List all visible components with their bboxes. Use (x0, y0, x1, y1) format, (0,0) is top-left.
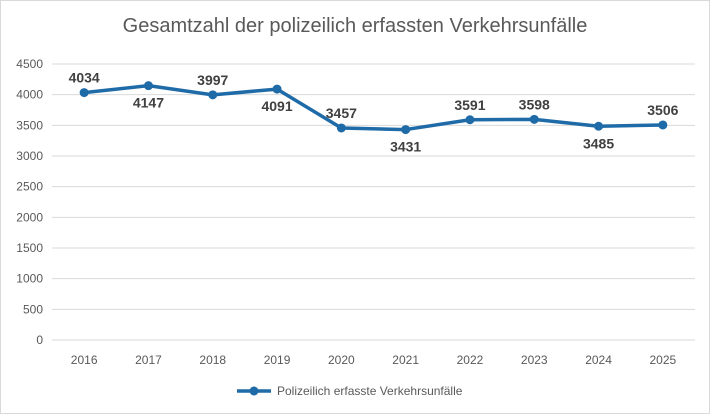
y-tick-label: 1000 (16, 272, 43, 286)
y-tick-label: 4500 (16, 57, 43, 71)
x-tick-label: 2018 (199, 353, 226, 367)
data-label: 3591 (454, 97, 485, 113)
y-tick-label: 4000 (16, 88, 43, 102)
data-label: 3598 (519, 96, 550, 112)
data-point (529, 114, 539, 124)
data-points (79, 81, 668, 135)
series-line (82, 83, 665, 132)
data-label: 3485 (583, 135, 614, 151)
legend-label: Polizeilich erfasste Verkehrsunfälle (277, 384, 463, 398)
data-point (208, 90, 218, 100)
data-label: 3997 (197, 72, 228, 88)
y-tick-label: 500 (23, 302, 43, 316)
x-axis-ticks: 2016 2017 2018 2019 2020 2021 2022 2023 2024 2025 (71, 353, 677, 367)
data-label: 3431 (390, 139, 421, 155)
x-tick-label: 2022 (457, 353, 484, 367)
data-point (272, 84, 282, 94)
y-tick-label: 2000 (16, 210, 43, 224)
gridlines (52, 63, 695, 341)
x-tick-label: 2019 (264, 353, 291, 367)
data-point (79, 88, 89, 98)
x-tick-label: 2016 (71, 353, 98, 367)
legend: Polizeilich erfasste Verkehrsunfälle (237, 384, 463, 398)
y-tick-label: 0 (36, 333, 43, 347)
series-line-path (82, 83, 665, 132)
y-tick-label: 1500 (16, 241, 43, 255)
data-label: 3457 (326, 105, 357, 121)
data-point (143, 81, 153, 91)
chart-title: Gesamtzahl der polizeilich erfassten Ver… (122, 15, 588, 37)
data-label: 4147 (133, 95, 164, 111)
x-tick-label: 2017 (135, 353, 162, 367)
data-labels: 4034 4147 3997 4091 3457 3431 3591 3598 3485 3506 (69, 70, 679, 155)
data-point (594, 121, 604, 131)
data-label: 4091 (261, 98, 292, 114)
x-tick-label: 2021 (392, 353, 419, 367)
x-tick-label: 2025 (649, 353, 676, 367)
x-tick-label: 2024 (585, 353, 612, 367)
y-tick-label: 3500 (16, 118, 43, 132)
data-label: 4034 (69, 70, 100, 86)
data-point (658, 120, 668, 130)
data-point (336, 123, 346, 133)
y-tick-label: 2500 (16, 180, 43, 194)
data-point (465, 115, 475, 125)
x-tick-label: 2023 (521, 353, 548, 367)
data-label: 3506 (647, 102, 678, 118)
y-axis-ticks: 0 500 1000 1500 2000 2500 3000 3500 4000 4500 (16, 57, 43, 347)
data-point (401, 125, 411, 135)
x-tick-label: 2020 (328, 353, 355, 367)
y-tick-label: 3000 (16, 149, 43, 163)
legend-marker (249, 386, 259, 396)
